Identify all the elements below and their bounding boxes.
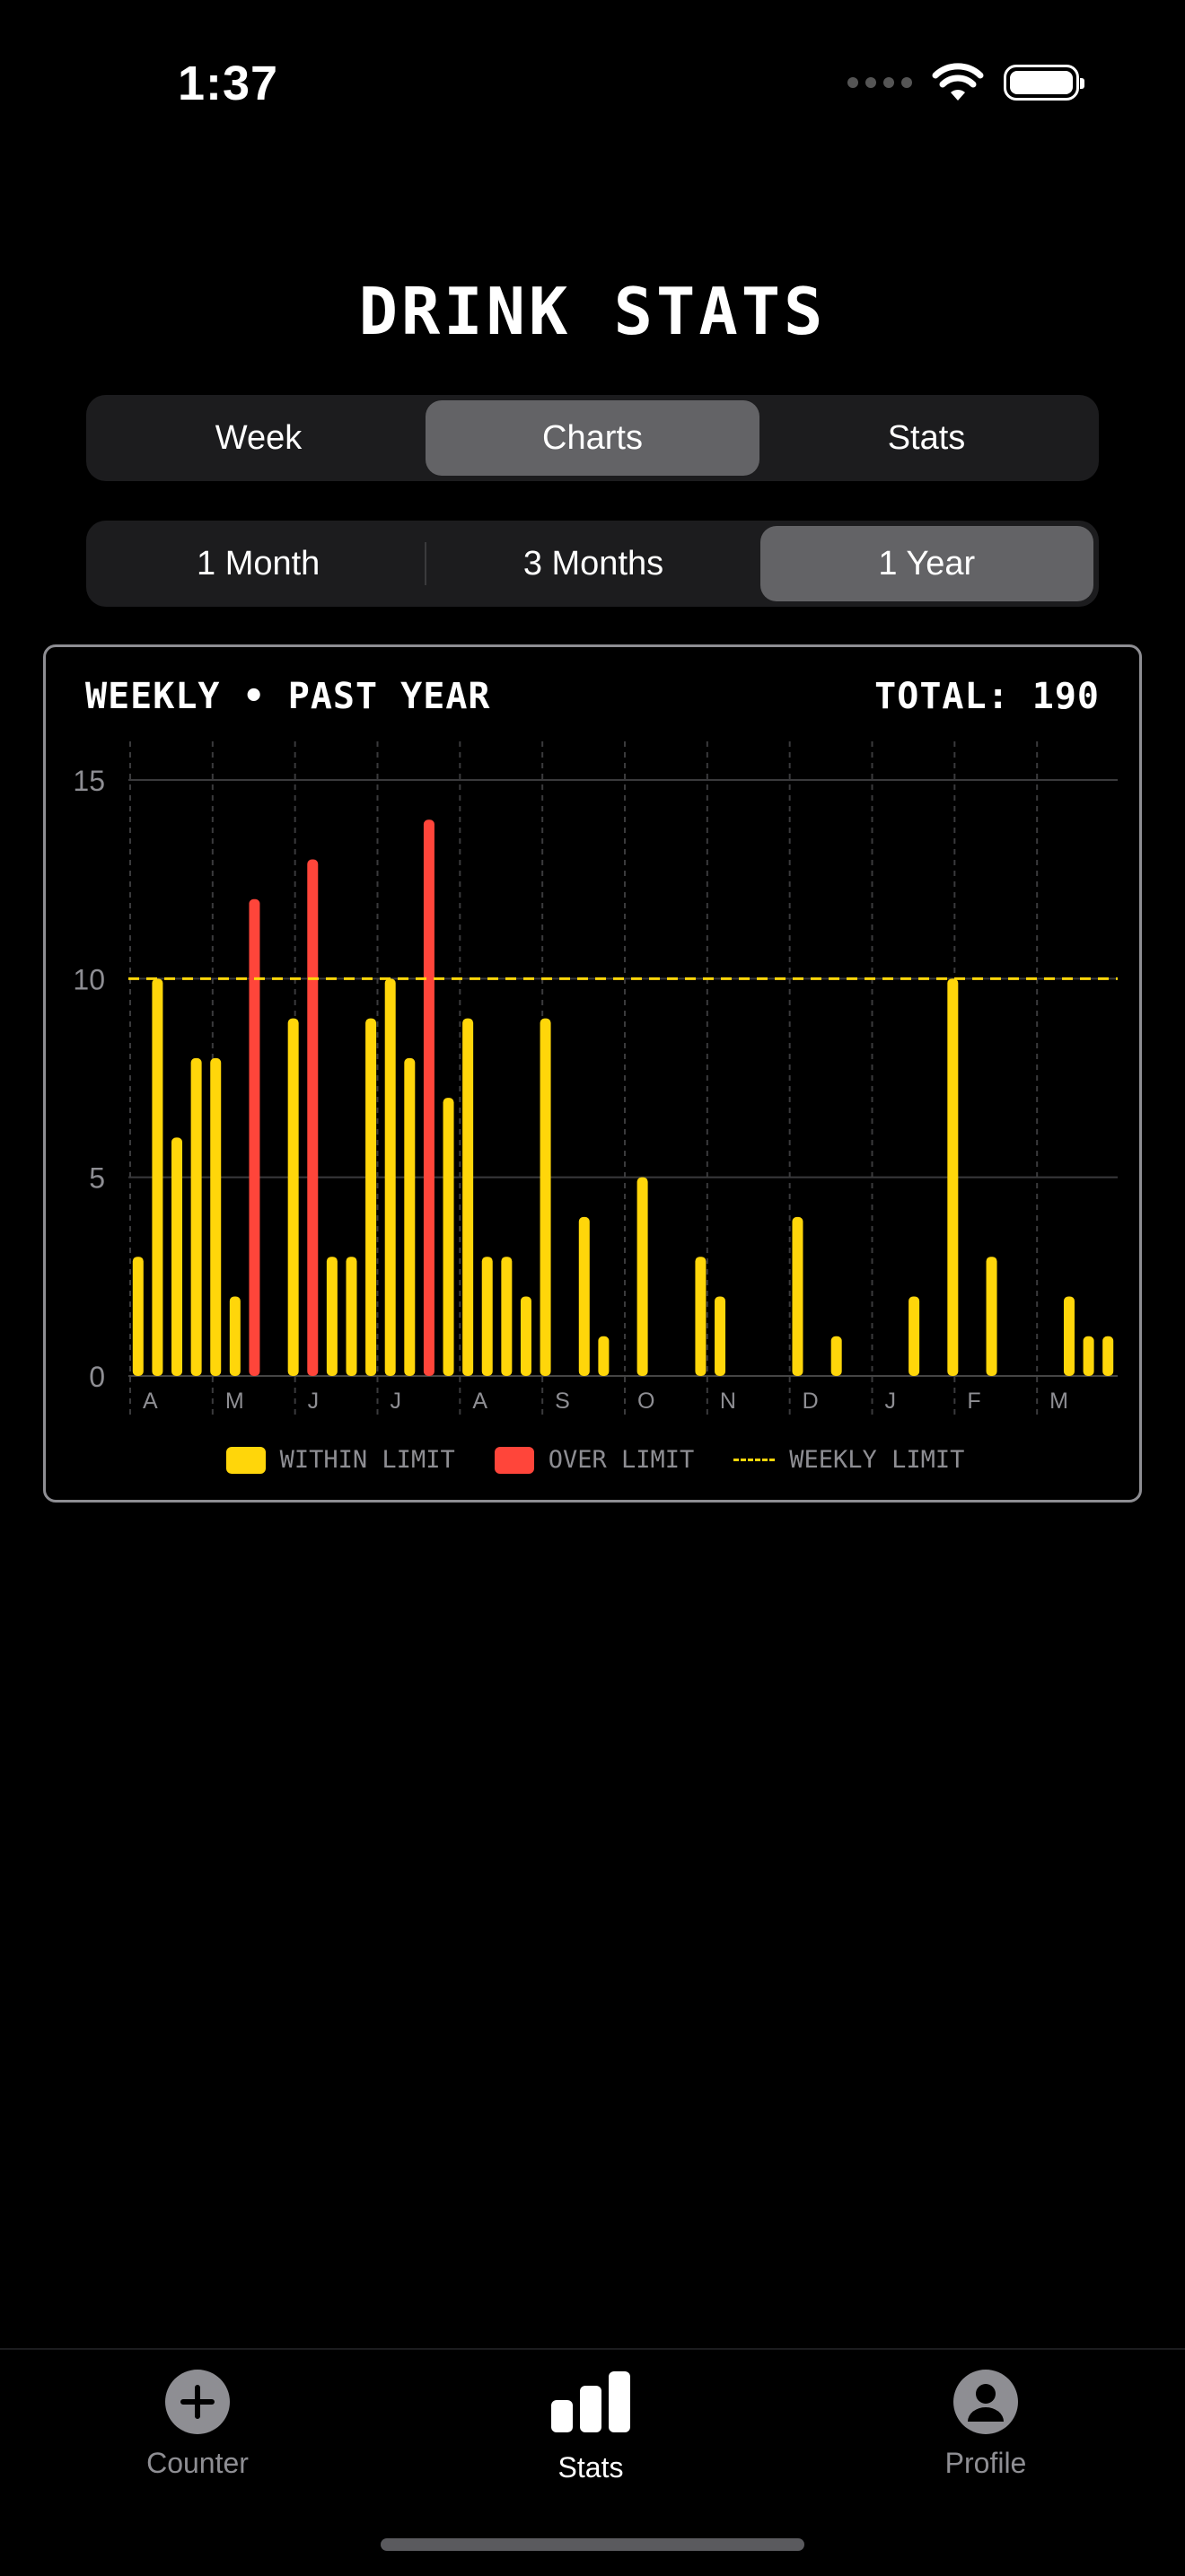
bar-within-limit	[443, 1098, 454, 1376]
month-tick-label: A	[143, 1389, 158, 1414]
month-tick-label: J	[885, 1389, 897, 1414]
legend-within-swatch	[225, 1446, 266, 1474]
bar-within-limit	[132, 1257, 144, 1376]
wifi-icon	[932, 63, 984, 101]
legend-limit-line	[733, 1459, 776, 1461]
legend-within: WITHIN LIMIT	[225, 1446, 455, 1474]
tab-week[interactable]: Week	[215, 418, 303, 457]
tab-bar: Counter Stats Profile	[0, 2348, 1185, 2576]
bar-within-limit	[462, 1018, 474, 1376]
bar-within-limit	[986, 1257, 997, 1376]
chart-total: TOTAL: 190	[874, 676, 1100, 717]
bar-over-limit	[249, 898, 260, 1376]
tabbar-counter-label: Counter	[146, 2447, 249, 2479]
tabbar-stats[interactable]: Stats	[492, 2370, 689, 2484]
bar-within-limit	[830, 1336, 842, 1376]
legend-over: OVER LIMIT	[494, 1446, 695, 1474]
bar-within-limit	[152, 978, 163, 1376]
legend-limit: WEEKLY LIMIT	[733, 1446, 964, 1474]
weekly-chart-card: WEEKLY • PAST YEAR TOTAL: 190 0 5 10 15 A M J J…	[43, 644, 1142, 1503]
bar-chart-icon	[551, 2371, 630, 2432]
range-1-month[interactable]: 1 Month	[197, 544, 320, 583]
bar-within-limit	[715, 1296, 726, 1376]
bar-within-limit	[947, 978, 959, 1376]
bar-within-limit	[210, 1057, 222, 1376]
legend-over-label: OVER LIMIT	[548, 1446, 695, 1474]
bar-within-limit	[1102, 1336, 1114, 1376]
bar-within-limit	[404, 1057, 416, 1376]
tabbar-stats-label: Stats	[557, 2451, 624, 2484]
weekly-bar-chart: 0 5 10 15 A M J J A S O N D J F M	[73, 741, 1118, 1415]
tabbar-profile-label: Profile	[944, 2447, 1027, 2479]
bar-within-limit	[190, 1057, 202, 1376]
bar-within-limit	[346, 1257, 357, 1376]
status-time: 1:37	[178, 57, 279, 110]
status-indicators	[847, 63, 1084, 102]
bar-within-limit	[540, 1018, 551, 1376]
legend-within-label: WITHIN LIMIT	[279, 1446, 455, 1474]
range-1-year[interactable]: 1 Year	[759, 526, 1093, 601]
bar-within-limit	[326, 1257, 338, 1376]
chart-legend: WITHIN LIMIT OVER LIMIT WEEKLY LIMIT	[46, 1446, 1145, 1474]
bar-within-limit	[908, 1296, 920, 1376]
bar-within-limit	[384, 978, 396, 1376]
legend-limit-label: WEEKLY LIMIT	[789, 1446, 965, 1474]
bar-within-limit	[287, 1018, 299, 1376]
month-tick-label: M	[225, 1389, 244, 1414]
tab-stats[interactable]: Stats	[887, 418, 966, 457]
month-tick-label: D	[803, 1389, 819, 1414]
month-tick-label: A	[472, 1389, 487, 1414]
y-tick-label: 5	[89, 1162, 105, 1195]
bar-over-limit	[423, 819, 434, 1376]
bar-within-limit	[1083, 1336, 1094, 1376]
y-tick-label: 0	[89, 1361, 105, 1393]
legend-over-swatch	[494, 1446, 534, 1474]
tab-charts[interactable]: Charts	[426, 400, 759, 476]
segment-divider	[425, 542, 427, 585]
bar-within-limit	[229, 1296, 241, 1376]
range-3-months[interactable]: 3 Months	[522, 544, 664, 583]
bar-within-limit	[578, 1216, 590, 1376]
person-circle-icon	[953, 2370, 1018, 2434]
bar-within-limit	[598, 1336, 610, 1376]
bar-within-limit	[481, 1257, 493, 1376]
page-title: DRINK STATS	[358, 274, 827, 349]
bar-over-limit	[307, 859, 319, 1376]
month-tick-label: N	[720, 1389, 736, 1414]
cellular-signal-icon	[847, 77, 912, 88]
view-segmented-control: Week Charts Stats	[86, 395, 1099, 481]
month-tick-label: F	[967, 1389, 980, 1414]
tabbar-counter[interactable]: Counter	[99, 2370, 296, 2480]
tabbar-profile[interactable]: Profile	[887, 2370, 1084, 2480]
month-tick-label: M	[1049, 1389, 1068, 1414]
y-tick-label: 15	[73, 765, 105, 797]
bar-within-limit	[501, 1257, 513, 1376]
month-tick-label: J	[308, 1389, 320, 1414]
y-tick-label: 10	[73, 963, 105, 995]
bar-within-limit	[171, 1137, 183, 1376]
bar-within-limit	[792, 1216, 803, 1376]
bar-within-limit	[695, 1257, 707, 1376]
month-tick-label: J	[391, 1389, 402, 1414]
bar-within-limit	[1063, 1296, 1075, 1376]
bar-within-limit	[365, 1018, 377, 1376]
battery-icon	[1004, 65, 1084, 101]
bar-within-limit	[520, 1296, 531, 1376]
chart-title: WEEKLY • PAST YEAR	[85, 676, 491, 717]
home-indicator	[381, 2538, 804, 2551]
bar-within-limit	[636, 1177, 648, 1376]
month-tick-label: O	[637, 1389, 654, 1414]
range-segmented-control: 1 Month 3 Months 1 Year	[86, 521, 1099, 607]
month-tick-label: S	[555, 1389, 570, 1414]
plus-circle-icon	[165, 2370, 230, 2434]
